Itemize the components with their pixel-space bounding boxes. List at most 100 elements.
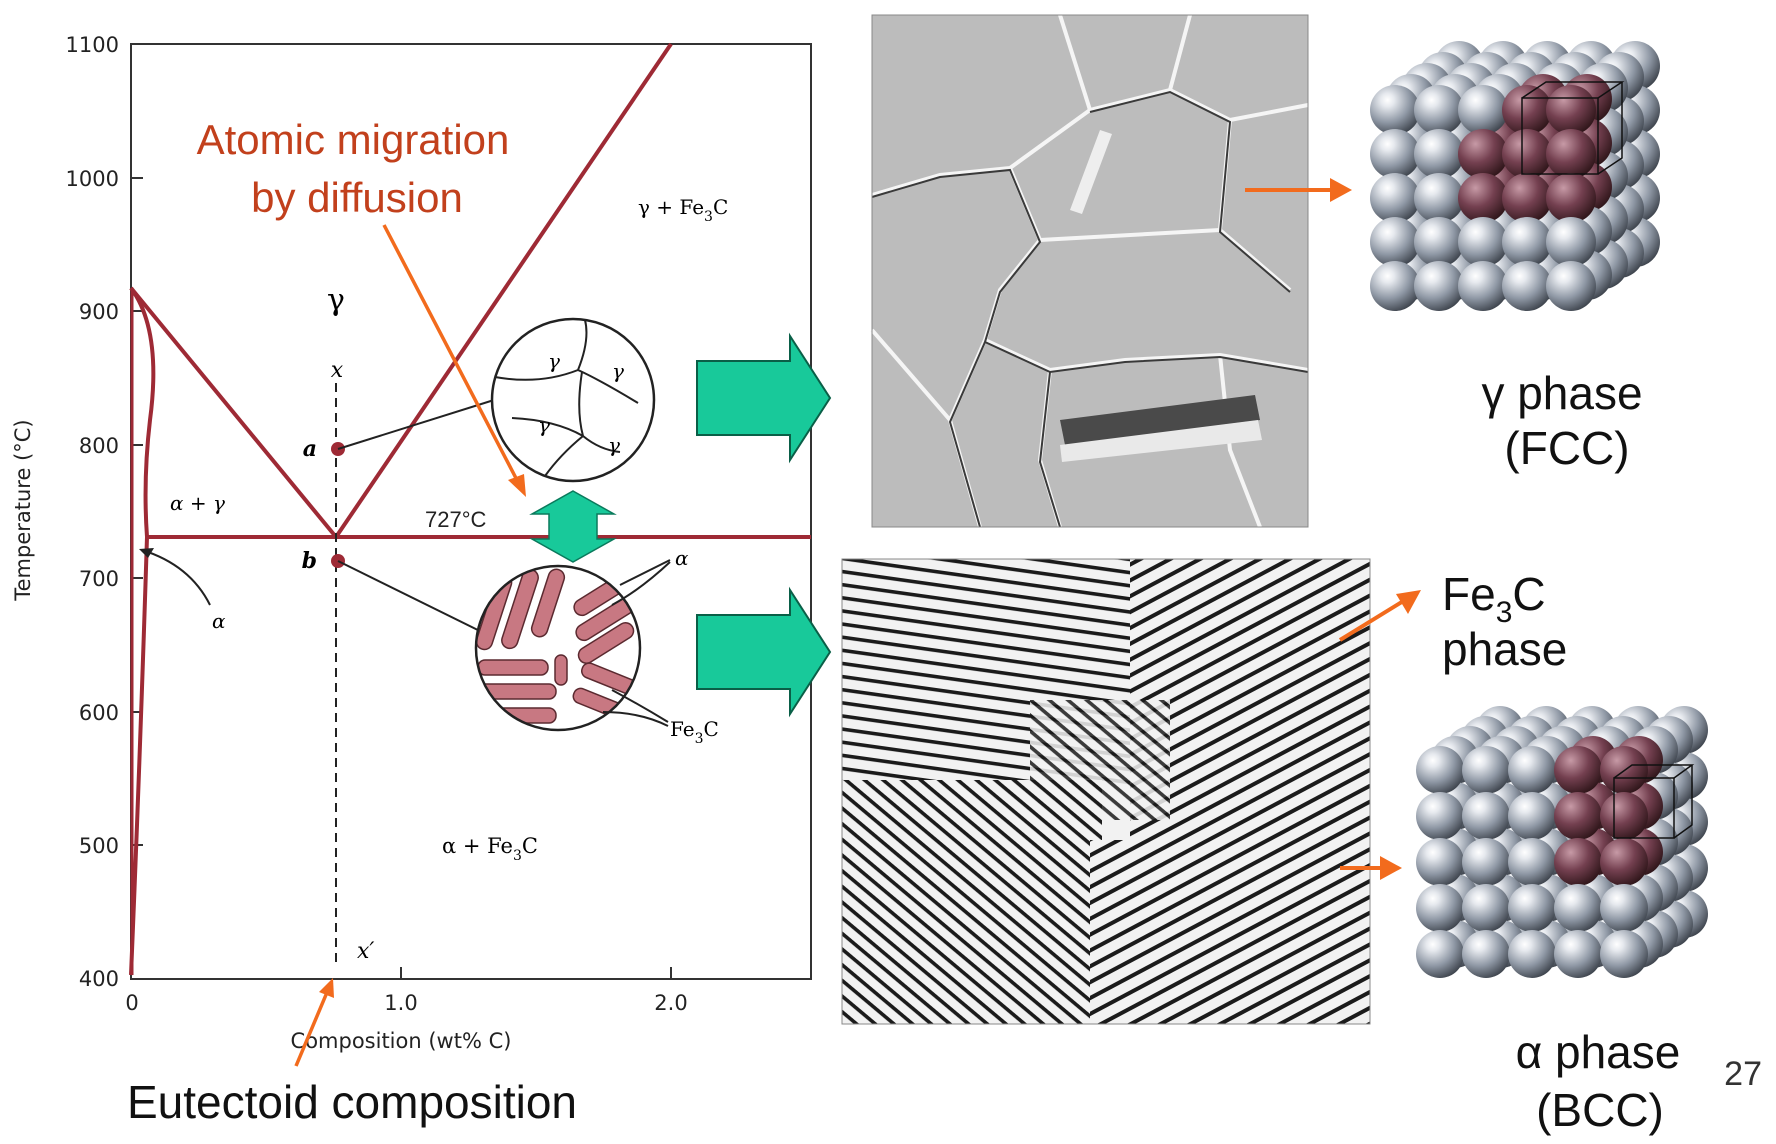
atom-sphere [1546,261,1596,311]
svg-text:γ: γ [538,413,550,437]
diffusion-arrow [382,224,520,483]
bcc-unit-cell [1613,777,1675,839]
atom-sphere [1600,930,1648,978]
point-b-label: b [302,548,317,574]
inset-a-leader [337,399,495,450]
atom-sphere [1414,173,1464,223]
atom-sphere [1370,217,1420,267]
atom-sphere [1370,85,1420,135]
atom-sphere [1414,85,1464,135]
x-tick-0: 0 [125,991,138,1015]
block-arrow-pearlite [696,586,832,718]
x-tick-2: 2.0 [654,991,687,1015]
plot-frame [130,43,812,980]
atom-sphere [1546,173,1596,223]
alpha-region-label: α [212,609,226,633]
atom-sphere [1462,838,1510,886]
diffusion-annotation-line2: by diffusion [251,174,463,221]
alpha-pointer [141,549,211,606]
fcc-unit-cell [1521,97,1599,175]
bcc-crystal-model [1416,706,1708,978]
eutectoid-annotation: Eutectoid composition [127,1076,577,1128]
alpha-phase-label: α phase [1516,1026,1681,1078]
atom-sphere [1502,129,1552,179]
y-tick-700: 700 [79,567,119,591]
atom-sphere [1546,85,1596,135]
atom-sphere [1600,838,1648,886]
point-a-label: a [303,436,317,462]
atom-sphere [1502,85,1552,135]
y-tick-400: 400 [79,967,119,991]
arrow-to-fe3c [1338,598,1407,642]
atom-sphere [1554,838,1602,886]
gamma-grains-inset: γ γ γ γ [490,317,656,483]
atom-sphere [1462,746,1510,794]
atom-sphere [1458,261,1508,311]
phase-diagram: 1100 1000 900 800 700 600 500 400 0 1.0 … [11,33,812,1053]
inset-alpha-label: α [675,546,689,570]
alpha-gamma-label: α + γ [170,491,225,515]
phase-boundaries [129,42,811,976]
atom-sphere [1416,792,1464,840]
block-arrow-austenite [696,332,832,464]
svg-text:γ: γ [608,433,620,457]
point-x-prime-label: x′ [357,939,374,964]
atom-sphere [1546,217,1596,267]
atom-sphere [1414,217,1464,267]
atom-sphere [1370,261,1420,311]
atom-sphere [1458,217,1508,267]
page-number: 27 [1724,1055,1762,1093]
atom-sphere [1600,792,1648,840]
y-tick-1100: 1100 [66,33,119,57]
atom-sphere [1370,129,1420,179]
atom-sphere [1508,884,1556,932]
gamma-region-label: γ [327,283,345,318]
fe3c-phase-label: Fe3C [1442,568,1546,629]
svg-text:γ: γ [612,359,624,383]
atom-sphere [1370,173,1420,223]
y-tick-600: 600 [79,701,119,725]
diffusion-annotation-line1: Atomic migration [197,116,510,163]
atom-sphere [1416,930,1464,978]
svg-text:γ: γ [548,349,560,373]
pearlite-micrograph [841,558,1371,1025]
atom-sphere [1462,930,1510,978]
atom-sphere [1554,792,1602,840]
y-tick-1000: 1000 [66,167,119,191]
point-x-label: x [331,358,344,383]
y-tick-500: 500 [79,834,119,858]
atom-sphere [1554,746,1602,794]
fcc-crystal-model [1370,41,1660,311]
atom-sphere [1502,261,1552,311]
atom-sphere [1502,173,1552,223]
a3-line [129,286,338,539]
alpha-fe3c-label: α + Fe3C [442,834,538,864]
atom-sphere [1416,746,1464,794]
y-axis-title: Temperature (°C) [11,419,35,601]
atom-sphere [1458,85,1508,135]
y-tick-800: 800 [79,434,119,458]
atom-sphere [1414,129,1464,179]
atom-sphere [1416,838,1464,886]
inset-b-leader [337,560,491,637]
x-tick-1: 1.0 [384,991,417,1015]
gamma-phase-label: γ phase [1481,367,1642,419]
eutectoid-temperature-label: 727°C [425,507,487,532]
atom-sphere [1462,884,1510,932]
eutectoid-arrow [294,989,330,1067]
atom-sphere [1508,838,1556,886]
y-tick-900: 900 [79,300,119,324]
atom-sphere [1508,792,1556,840]
alpha-boundary [129,286,156,538]
inset-fe3c-label: Fe3C [670,717,719,747]
bcc-label: (BCC) [1536,1084,1664,1136]
atom-sphere [1508,930,1556,978]
x-axis-title: Composition (wt% C) [291,1029,512,1053]
atom-sphere [1502,217,1552,267]
atom-sphere [1554,884,1602,932]
y-axis-ticks: 1100 1000 900 800 700 600 500 400 [66,33,143,991]
austenite-micrograph [870,14,1309,528]
atom-sphere [1458,129,1508,179]
x-axis-ticks: 0 1.0 2.0 [125,967,688,1015]
